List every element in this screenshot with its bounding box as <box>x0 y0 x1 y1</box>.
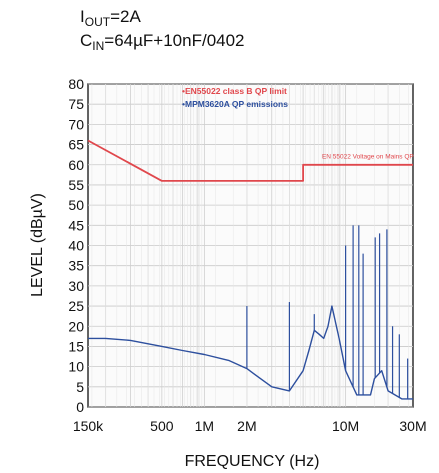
legend-entry-emissions: •MPM3620A QP emissions <box>182 99 288 109</box>
x-tick-label: 2M <box>237 418 256 434</box>
legend-label: EN55022 class B QP limit <box>185 86 287 96</box>
x-tick-label: 30M <box>399 418 426 434</box>
y-tick-label: 75 <box>68 96 84 112</box>
y-tick-label: 55 <box>68 177 84 193</box>
y-tick-label: 5 <box>76 379 84 395</box>
condition-iout: IOUT=2A <box>80 7 141 29</box>
y-tick-label: 70 <box>68 116 84 132</box>
y-tick-label: 30 <box>68 278 84 294</box>
x-tick-label: 1M <box>195 418 214 434</box>
y-tick-label: 50 <box>68 197 84 213</box>
y-tick-label: 35 <box>68 258 84 274</box>
y-tick-label: 40 <box>68 238 84 254</box>
y-tick-label: 0 <box>76 399 84 415</box>
x-axis-title: FREQUENCY (Hz) <box>185 453 320 470</box>
y-tick-label: 80 <box>68 76 84 92</box>
condition-cin: CIN=64µF+10nF/0402 <box>80 31 245 53</box>
x-tick-label: 500 <box>150 418 174 434</box>
y-tick-label: 65 <box>68 137 84 153</box>
y-tick-label: 60 <box>68 157 84 173</box>
y-axis-title: LEVEL (dBµV) <box>29 193 46 297</box>
y-tick-label: 45 <box>68 217 84 233</box>
legend-label: MPM3620A QP emissions <box>185 99 288 109</box>
y-tick-label: 15 <box>68 338 84 354</box>
legend-entry-limit: •EN55022 class B QP limit <box>182 86 287 96</box>
y-tick-label: 20 <box>68 318 84 334</box>
y-tick-label: 25 <box>68 298 84 314</box>
x-tick-label: 10M <box>332 418 359 434</box>
x-tick-label: 150k <box>73 418 104 434</box>
limit-annotation: EN 55022 Voltage on Mains QP <box>322 154 414 161</box>
y-tick-label: 10 <box>68 359 84 375</box>
annotations: EN 55022 Voltage on Mains QP <box>322 154 414 161</box>
